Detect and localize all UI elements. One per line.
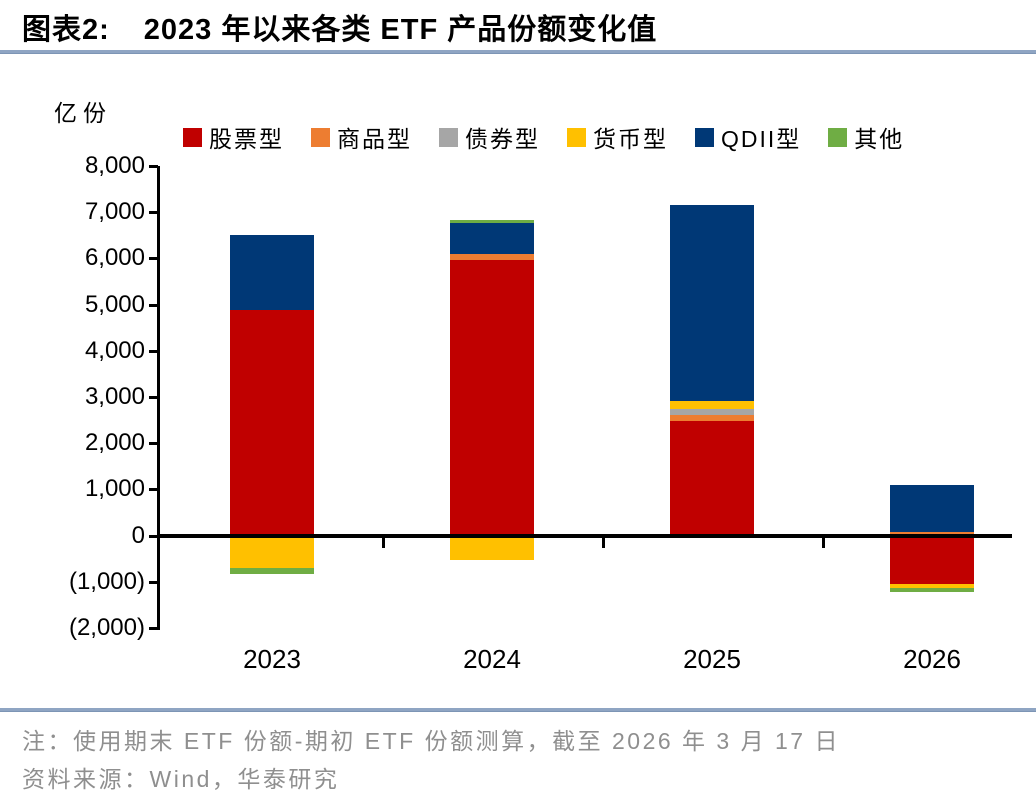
x-category-label: 2026 xyxy=(903,644,961,674)
bar-segment-2026-3 xyxy=(890,583,974,588)
legend-swatch-icon xyxy=(439,127,458,147)
y-axis-unit-label: 亿份 xyxy=(54,100,112,126)
y-tick-mark xyxy=(149,534,158,538)
y-tick-mark xyxy=(149,580,158,584)
bar-segment-2024-4 xyxy=(450,222,534,254)
legend-swatch-icon xyxy=(567,127,586,147)
legend-swatch-icon xyxy=(695,127,714,147)
bar-segment-2025-2 xyxy=(670,409,754,415)
bar-segment-2026-5 xyxy=(890,587,974,592)
legend-item-3: 货币型 xyxy=(567,120,668,154)
y-tick-mark xyxy=(149,627,158,630)
y-tick-label: (1,000) xyxy=(68,567,145,595)
bar-segment-2025-3 xyxy=(670,401,754,410)
y-tick-mark xyxy=(149,442,158,446)
bar-segment-2025-1 xyxy=(670,414,754,421)
legend-label: 货币型 xyxy=(593,126,668,152)
footer-divider xyxy=(0,708,1036,712)
y-tick-label: 2,000 xyxy=(84,429,145,457)
bar-segment-2025-4 xyxy=(670,205,754,402)
y-tick-label: 8,000 xyxy=(84,152,145,179)
chart-source: 资料来源：Wind，华泰研究 xyxy=(22,766,340,792)
figure-label: 图表2: xyxy=(22,14,110,46)
bar-segment-2023-0 xyxy=(230,310,314,536)
y-tick-label: 5,000 xyxy=(84,290,145,318)
y-tick-mark xyxy=(149,488,158,492)
x-tick-mark xyxy=(822,537,825,548)
y-tick-mark xyxy=(149,257,158,261)
legend-item-4: QDII型 xyxy=(695,120,801,154)
chart-legend: 股票型 商品型 债券型 货币型 QDII型 其他 xyxy=(183,120,904,154)
y-tick-mark xyxy=(149,211,158,215)
bar-segment-2023-5 xyxy=(230,567,314,574)
legend-swatch-icon xyxy=(828,127,848,147)
title-divider xyxy=(0,50,1036,54)
y-axis-line xyxy=(157,166,160,630)
legend-item-5: 其他 xyxy=(828,120,904,154)
legend-label: 债券型 xyxy=(465,126,540,152)
legend-item-1: 商品型 xyxy=(311,120,412,154)
y-tick-label: 4,000 xyxy=(84,336,145,364)
y-tick-label: 3,000 xyxy=(84,383,145,410)
bar-segment-2026-4 xyxy=(890,484,974,532)
bar-segment-2023-3 xyxy=(230,535,314,568)
stacked-bar-chart: 亿份 股票型 商品型 债券型 货币型 QDII型 其他 8,000 7,000 6,000 5,… xyxy=(54,100,1012,674)
legend-label: 商品型 xyxy=(337,126,412,152)
chart-title: 图表2: 2023 年以来各类 ETF 产品份额变化值 xyxy=(22,6,657,48)
x-axis-zero-line xyxy=(157,533,1012,538)
y-tick-mark xyxy=(149,303,158,307)
chart-note: 注：使用期末 ETF 份额-期初 ETF 份额测算，截至 2026 年 3 月 … xyxy=(22,728,840,754)
y-tick-mark xyxy=(149,396,158,399)
legend-swatch-icon xyxy=(183,127,202,147)
bar-segment-2024-0 xyxy=(450,259,534,536)
legend-label: 其他 xyxy=(854,126,905,152)
bar-segment-2024-3 xyxy=(450,535,534,560)
y-tick-label: (2,000) xyxy=(68,614,145,641)
x-tick-mark xyxy=(382,537,385,548)
bar-segment-2024-1 xyxy=(450,253,534,260)
legend-label: 股票型 xyxy=(209,126,284,152)
legend-item-2: 债券型 xyxy=(439,120,540,154)
y-tick-mark xyxy=(149,349,158,353)
bar-segment-2024-5 xyxy=(450,220,534,223)
x-category-label: 2024 xyxy=(463,644,521,674)
y-tick-label: 0 xyxy=(131,521,145,549)
y-tick-label: 1,000 xyxy=(84,475,145,503)
x-category-label: 2023 xyxy=(243,644,301,674)
y-tick-label: 6,000 xyxy=(84,244,145,272)
y-tick-label: 7,000 xyxy=(84,198,145,226)
bar-segment-2023-4 xyxy=(230,234,314,311)
x-category-label: 2025 xyxy=(683,644,741,674)
figure-title-text: 2023 年以来各类 ETF 产品份额变化值 xyxy=(143,14,658,46)
bar-segment-2025-0 xyxy=(670,420,754,536)
legend-swatch-icon xyxy=(311,127,330,147)
y-tick-mark xyxy=(149,165,158,168)
legend-label: QDII型 xyxy=(721,126,802,152)
legend-item-0: 股票型 xyxy=(183,120,284,154)
bar-segment-2026-0 xyxy=(890,535,974,584)
x-tick-mark xyxy=(602,537,605,548)
